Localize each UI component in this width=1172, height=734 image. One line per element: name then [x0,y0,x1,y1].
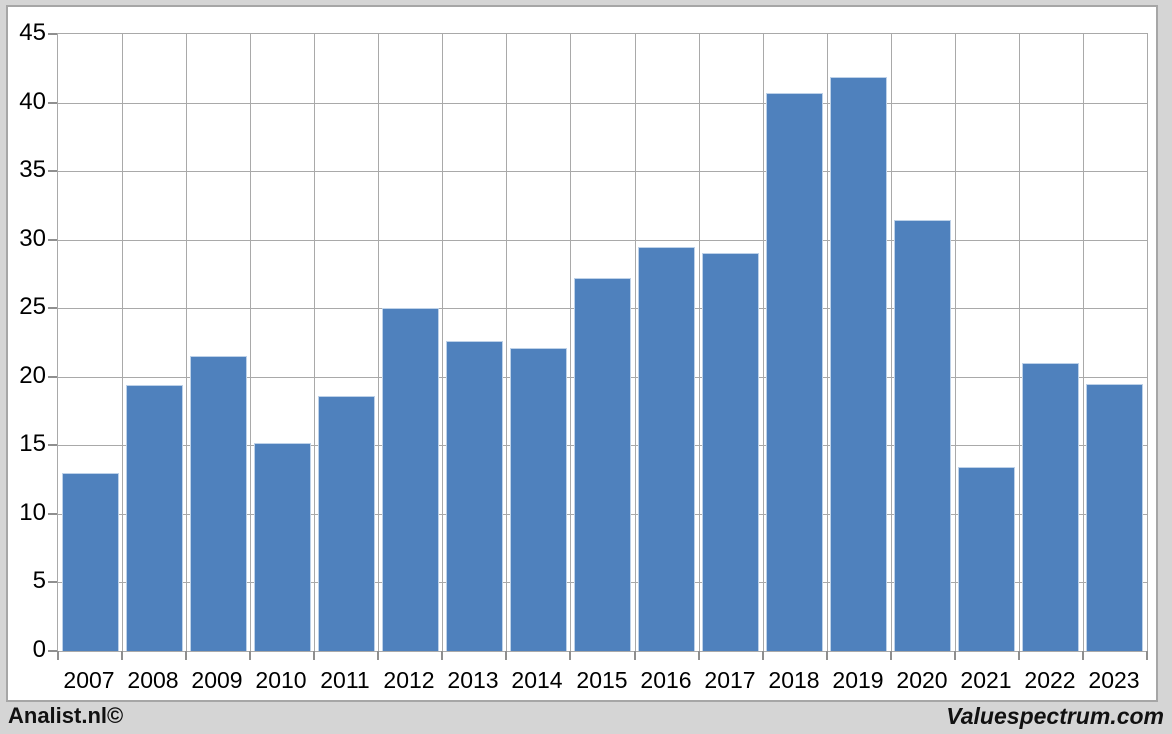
x-axis-tick [313,651,315,660]
v-gridline [186,34,187,651]
h-gridline [58,240,1147,241]
y-axis-tick [48,33,57,35]
v-gridline [506,34,507,651]
v-gridline [1019,34,1020,651]
x-axis-label: 2023 [1088,667,1140,693]
bar-2023 [1086,384,1144,651]
x-axis-tick [954,651,956,660]
x-axis-tick [505,651,507,660]
x-axis-label: 2017 [704,667,756,693]
y-axis-tick [48,650,57,652]
x-axis-tick [1018,651,1020,660]
v-gridline [442,34,443,651]
h-gridline [58,171,1147,172]
x-axis-label: 2021 [960,667,1012,693]
y-axis-label: 35 [19,156,46,183]
x-axis-label: 2019 [832,667,884,693]
x-axis-label: 2007 [63,667,115,693]
h-gridline [58,103,1147,104]
bar-2017 [702,253,760,651]
branding-analist: Analist.nl© [8,703,124,728]
x-axis-tick [441,651,443,660]
y-axis-tick [48,513,57,515]
bar-2014 [509,348,567,651]
y-axis-label: 25 [19,293,46,320]
v-gridline [699,34,700,651]
bar-2015 [573,278,632,651]
x-axis-label: 2016 [640,667,692,693]
plot-area [57,33,1148,652]
y-axis-tick [48,102,57,104]
x-axis-tick [121,651,123,660]
x-axis-label: 2022 [1024,667,1076,693]
y-axis-label: 40 [19,88,46,115]
v-gridline [891,34,892,651]
v-gridline [122,34,123,651]
bar-2019 [830,77,888,651]
y-axis-tick [48,376,57,378]
v-gridline [250,34,251,651]
y-axis-tick [48,239,57,241]
x-axis-tick [185,651,187,660]
y-axis-label: 0 [32,636,46,663]
bar-2018 [766,93,824,651]
bar-2016 [638,247,696,651]
v-gridline [763,34,764,651]
x-axis-label: 2020 [896,667,948,693]
x-axis-label: 2008 [127,667,179,693]
v-gridline [955,34,956,651]
y-axis-label: 5 [32,567,46,594]
y-axis-label: 20 [19,362,46,389]
x-axis-label: 2018 [768,667,820,693]
y-axis-label: 30 [19,225,46,252]
x-axis-tick [826,651,828,660]
bar-2012 [381,308,439,651]
x-axis-tick [698,651,700,660]
y-axis-tick [48,444,57,446]
x-axis-label: 2014 [511,667,563,693]
x-axis-label: 2011 [320,667,370,693]
x-axis-tick [377,651,379,660]
x-axis-label: 2010 [255,667,307,693]
bar-2009 [189,356,247,651]
y-axis-label: 45 [19,19,46,46]
branding-valuespectrum: Valuespectrum.com [946,703,1164,729]
x-axis-label: 2013 [447,667,499,693]
v-gridline [570,34,571,651]
x-axis-tick [569,651,571,660]
x-axis-tick [762,651,764,660]
bar-2007 [61,473,119,651]
x-axis-tick [1146,651,1148,660]
y-axis-tick [48,581,57,583]
bar-2011 [317,396,375,651]
bar-2008 [125,385,183,651]
y-axis-tick [48,170,57,172]
y-axis-tick [48,307,57,309]
bar-2010 [253,443,311,651]
bar-2022 [1022,363,1080,651]
x-axis-tick [634,651,636,660]
v-gridline [1083,34,1084,651]
x-axis-label: 2012 [383,667,435,693]
bar-2013 [445,341,503,651]
v-gridline [378,34,379,651]
x-axis-tick [57,651,59,660]
v-gridline [827,34,828,651]
chart-frame: 0 5 10 15 20 25 30 35 40 45 2007 2008 2009 2010 2011 20… [6,5,1158,702]
y-axis-label: 15 [19,430,46,457]
x-axis-tick [1082,651,1084,660]
v-gridline [635,34,636,651]
bar-2020 [894,220,952,651]
x-axis-label: 2009 [191,667,243,693]
bar-2021 [958,467,1016,651]
v-gridline [314,34,315,651]
x-axis-tick [249,651,251,660]
x-axis-label: 2015 [576,667,628,693]
y-axis-label: 10 [19,499,46,526]
x-axis-tick [890,651,892,660]
